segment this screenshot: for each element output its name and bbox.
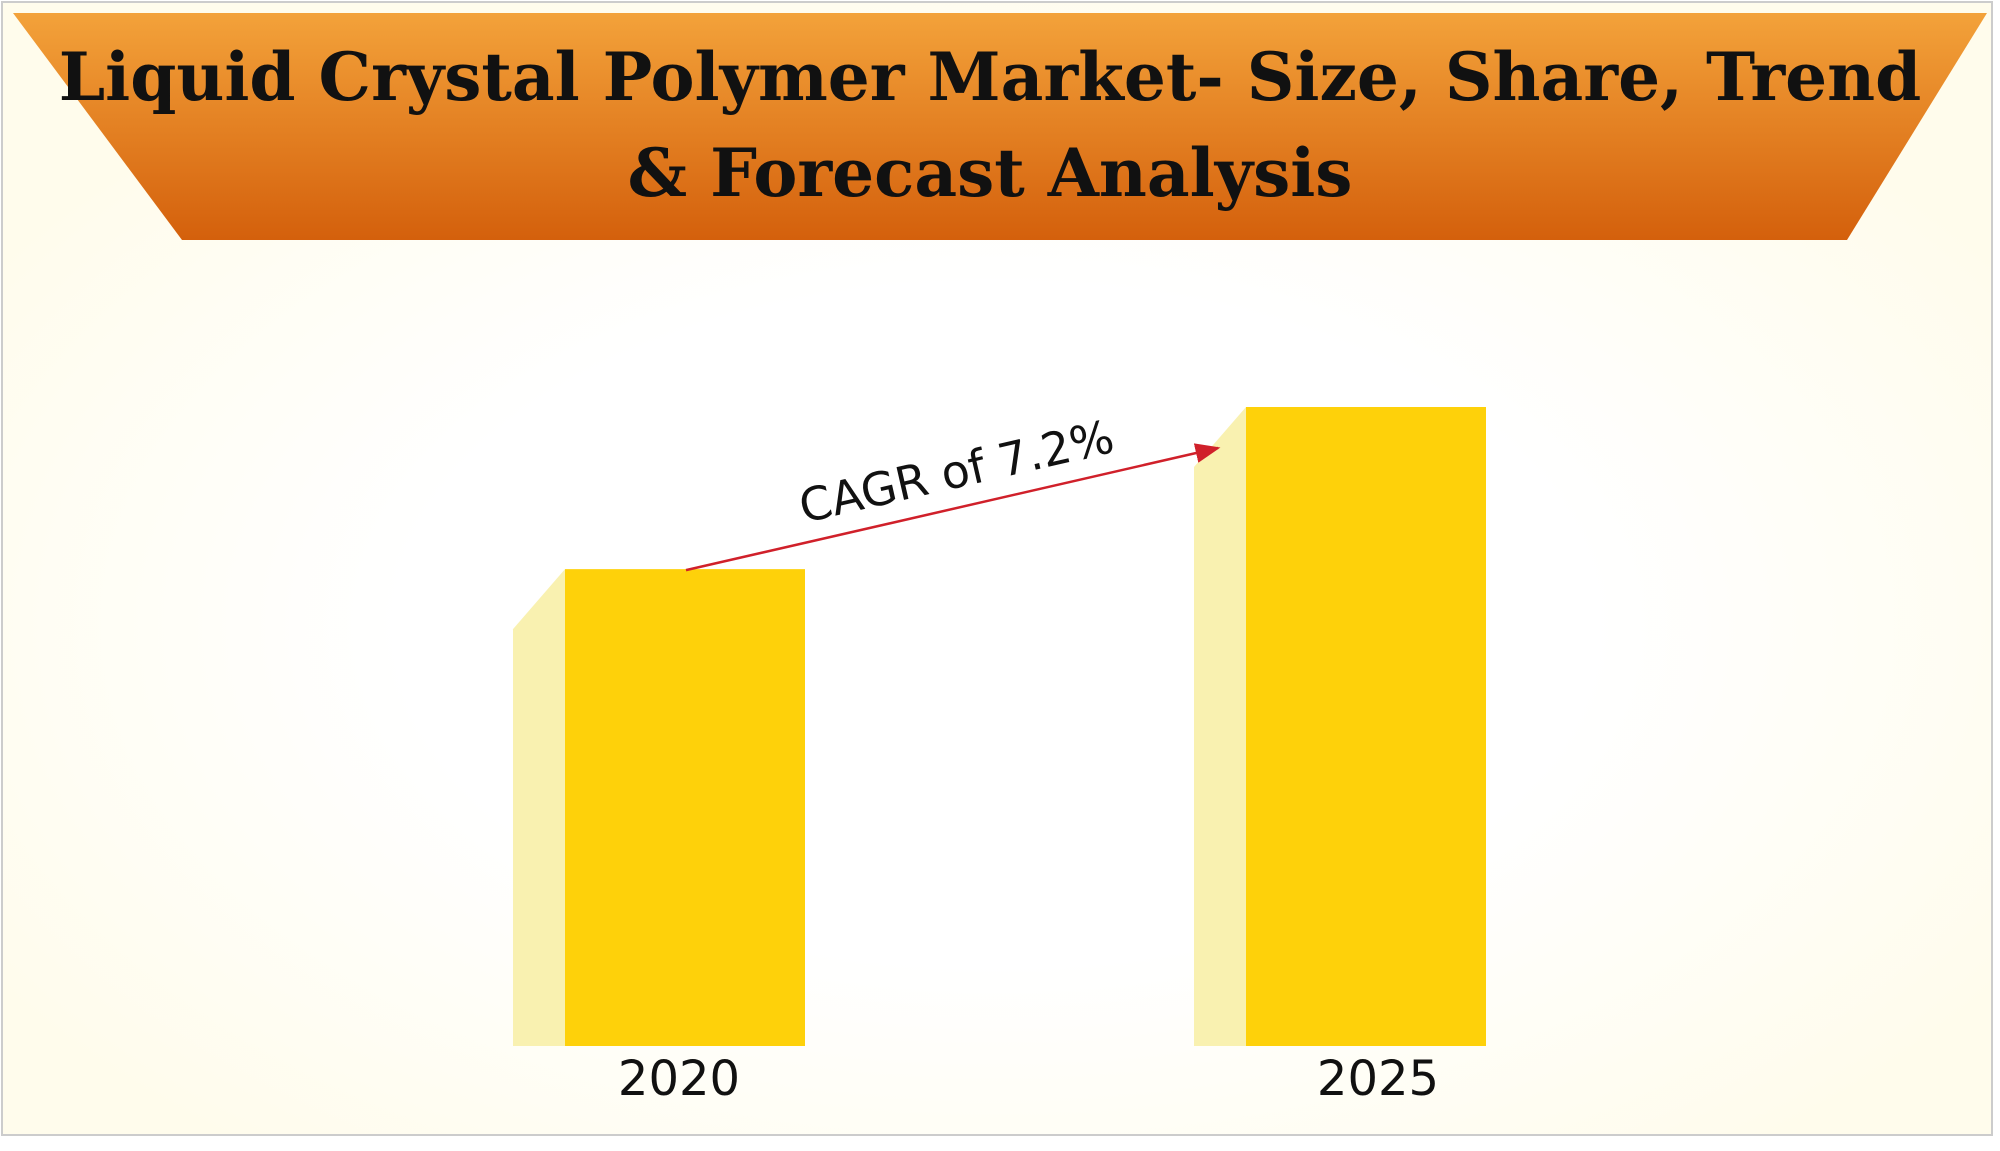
x-tick-label: 2025 (1317, 1051, 1439, 1107)
x-tick-label: 2020 (618, 1051, 740, 1107)
title-line: Liquid Crystal Polymer Market- Size, Sha… (59, 38, 1921, 116)
title-banner (13, 13, 1987, 240)
bar (565, 569, 805, 1046)
bar-shadow (513, 569, 565, 1046)
title-line: & Forecast Analysis (628, 134, 1353, 212)
bar-shadow (1194, 407, 1246, 1046)
cagr-arrow (685, 443, 1221, 572)
bar (1246, 407, 1486, 1046)
chart-title: Liquid Crystal Polymer Market- Size, Sha… (59, 38, 1921, 212)
